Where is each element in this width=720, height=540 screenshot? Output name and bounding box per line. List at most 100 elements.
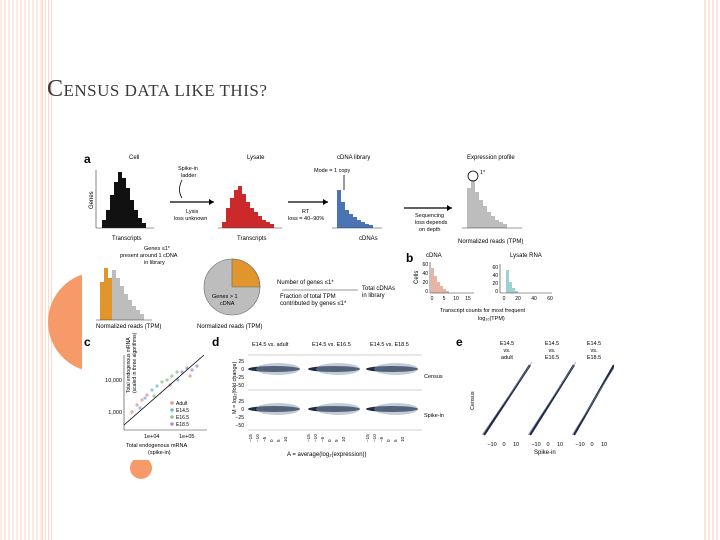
label-lysate: Lysate	[247, 155, 265, 161]
svg-text:−10: −10	[313, 434, 318, 442]
e-col1-c: adult	[501, 355, 513, 361]
e-xtick-10-2: 10	[557, 442, 563, 448]
e-col1-a: E14.5	[500, 341, 514, 347]
d-xlabel: A = average(log₂(expression))	[287, 452, 367, 458]
b-left-xtick-10: 10	[453, 296, 459, 302]
c-scatter-points	[130, 364, 199, 414]
panel-d-letter: d	[212, 335, 219, 349]
e-col3-c: E18.5	[587, 355, 601, 361]
label-genes-le1: Genes ≤1*	[144, 246, 171, 252]
legend-contributed: contributed by genes ≤1*	[280, 301, 347, 307]
svg-text:10: 10	[341, 436, 346, 442]
b-right-bars	[506, 270, 518, 293]
label-normalized-reads: Normalized reads (TPM)	[458, 239, 523, 245]
c-xlabel-2: (spike-in)	[148, 450, 171, 456]
right-decor-stripes	[702, 0, 720, 540]
legend-num-genes: Number of genes ≤1*	[277, 280, 334, 286]
b-right-xtick-60: 60	[547, 296, 553, 302]
e-xtick-0-2: 0	[546, 442, 549, 448]
d-ytick-m25-bot: −25	[236, 415, 245, 421]
label-star: 1*	[480, 170, 486, 176]
c-ylabel-1: Total endogenous mRNA	[126, 337, 132, 393]
b-left-ytick-20: 20	[422, 280, 428, 286]
label-transcripts-2: Transcripts	[237, 236, 266, 242]
svg-text:0: 0	[269, 439, 274, 442]
d-ytick-m25-top: −25	[236, 375, 245, 381]
e-xtick-0-3: 0	[590, 442, 593, 448]
b-left-bars	[431, 268, 449, 293]
b-xlabel-2: log₁₀(TPM)	[478, 316, 505, 322]
label-b-cells: Cells	[414, 271, 420, 284]
svg-text:5: 5	[334, 439, 339, 442]
label-loss-unknown: loss unknown	[174, 216, 207, 222]
panel-e-letter: e	[456, 335, 463, 349]
figure: a Cell Lysate cDNA library Expression pr…	[82, 150, 615, 460]
label-cdnas: cDNAs	[359, 236, 378, 242]
hist-expression-gray	[467, 180, 507, 228]
d-ytick-25-bot: 25	[238, 399, 244, 405]
panel-c-letter: c	[84, 335, 91, 349]
e-xtick-m10-1: −10	[487, 442, 496, 448]
c-ytick-10000: 10,000	[105, 378, 122, 384]
d-col-3: E14.5 vs. E18.5	[370, 342, 409, 348]
c-ytick-1000: 1,000	[108, 410, 122, 416]
e-xtick-10-3: 10	[601, 442, 607, 448]
d-xticks: −15 −10 −5 0 5 10 −15 −10 −5 0 5 10 −15 …	[248, 434, 405, 442]
figure-svg: a Cell Lysate cDNA library Expression pr…	[84, 152, 615, 458]
label-rt: RT	[302, 209, 310, 215]
label-pie-cdna: cDNA	[220, 301, 235, 307]
b-left-xtick-15: 15	[465, 296, 471, 302]
d-ylabel: M = log₂(fold change)	[232, 361, 238, 414]
b-right-xtick-0: 0	[503, 296, 506, 302]
label-bottom-normalized-2: Normalized reads (TPM)	[197, 324, 262, 330]
svg-text:0: 0	[327, 439, 332, 442]
d-col-1: E14.5 vs. adult	[252, 342, 289, 348]
legend-total-cdnas: Total cDNAs	[362, 286, 395, 292]
e-col2-b: vs.	[548, 348, 556, 354]
label-b-cdna: cDNA	[426, 253, 442, 259]
svg-text:0: 0	[386, 439, 391, 442]
legend-in-library: in library	[362, 293, 385, 299]
label-bottom-normalized-1: Normalized reads (TPM)	[96, 324, 161, 330]
slide-title: CENSUS DATA LIKE THIS?	[47, 76, 268, 102]
e-xtick-m10-3: −10	[575, 442, 584, 448]
c-xtick-1e5: 1e+05	[179, 434, 194, 440]
label-cdna-library: cDNA library	[337, 155, 370, 161]
label-expression-profile: Expression profile	[467, 155, 515, 161]
e-col2-c: E16.5	[545, 355, 559, 361]
e-col1-b: vs.	[503, 348, 511, 354]
d-row-spike: Spike-in	[424, 413, 444, 419]
label-mode: Mode = 1 copy	[314, 168, 350, 174]
left-decor-stripes-inner	[42, 0, 52, 540]
b-xlabel-1: Transcript counts for most frequent	[440, 308, 526, 314]
hist-orange-gray	[100, 268, 144, 320]
b-left-ytick-0: 0	[425, 289, 428, 295]
e-ylabel: Census	[470, 391, 476, 410]
d-col-2: E14.5 vs. E16.5	[312, 342, 351, 348]
label-ladder: ladder	[181, 173, 196, 179]
d-ytick-25-top: 25	[238, 359, 244, 365]
label-lysis: Lysis	[186, 209, 199, 215]
hist-lysate-red	[222, 186, 274, 228]
b-right-xtick-20: 20	[515, 296, 521, 302]
svg-text:−15: −15	[306, 434, 311, 442]
e-col3-a: E14.5	[587, 341, 601, 347]
b-left-ytick-60: 60	[422, 262, 428, 268]
label-present-around: present around 1 cDNA	[120, 253, 178, 259]
b-left-xtick-0: 0	[431, 296, 434, 302]
d-ytick-m50-top: −50	[236, 383, 245, 389]
c-legend-e16: E16.5	[176, 415, 189, 421]
svg-text:−10: −10	[372, 434, 377, 442]
label-in-library: in library	[144, 260, 165, 266]
b-left-ytick-40: 40	[422, 271, 428, 277]
b-right-xtick-40: 40	[531, 296, 537, 302]
b-right-ytick-40: 40	[492, 273, 498, 279]
d-ma-noise	[256, 363, 418, 415]
label-rt-loss: loss = 40–90%	[288, 216, 324, 222]
e-xtick-m10-2: −10	[531, 442, 540, 448]
e-xtick-10-1: 10	[513, 442, 519, 448]
label-genes-axis: Genes	[89, 191, 95, 209]
e-xlabel: Spike-in	[534, 450, 556, 456]
hist-cell-black	[102, 172, 146, 228]
left-decor-stripes	[0, 0, 42, 540]
